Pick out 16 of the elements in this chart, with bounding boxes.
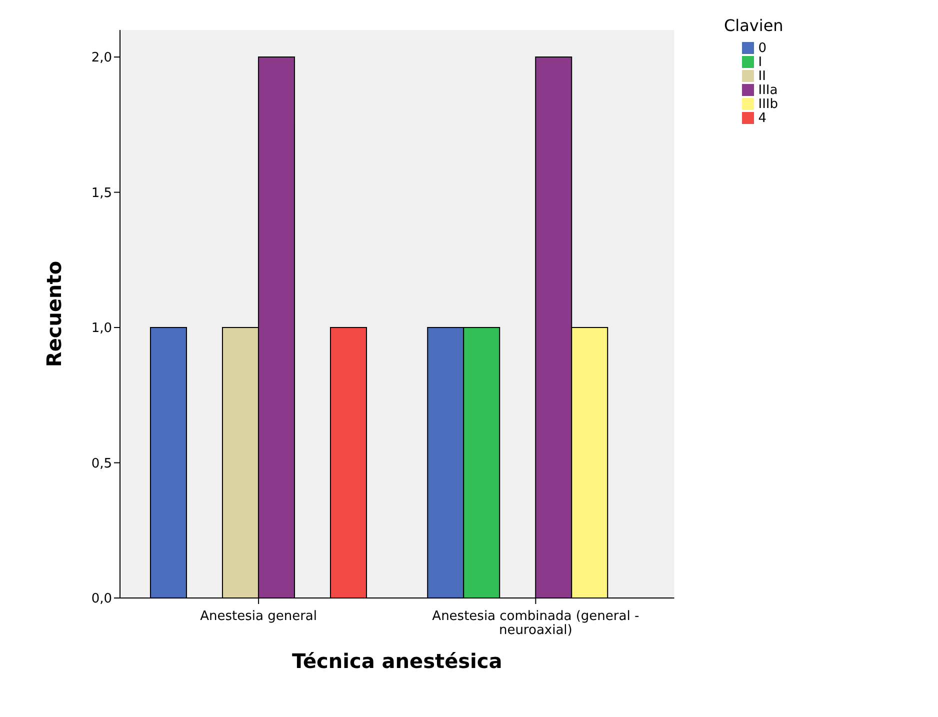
legend-label: 4	[758, 111, 767, 126]
y-tick-label: 0,5	[91, 456, 112, 472]
y-axis-title: Recuento	[42, 260, 66, 368]
legend-label: IIIa	[758, 83, 778, 98]
y-tick-label: 2,0	[91, 50, 112, 66]
x-tick-label: Anestesia general	[200, 609, 318, 624]
legend-title: Clavien	[724, 16, 784, 35]
legend-label: I	[758, 55, 762, 70]
y-tick-label: 0,0	[91, 592, 112, 607]
x-tick-label: Anestesia combinada (general - neuroaxial)	[432, 609, 640, 638]
y-tick-label: 1,0	[91, 321, 112, 336]
legend-label: II	[758, 69, 766, 84]
y-tick-label: 1,5	[91, 186, 112, 201]
legend-label: 0	[758, 41, 767, 56]
legend-label: IIIb	[758, 97, 778, 112]
x-axis-title: Técnica anestésica	[292, 649, 502, 673]
